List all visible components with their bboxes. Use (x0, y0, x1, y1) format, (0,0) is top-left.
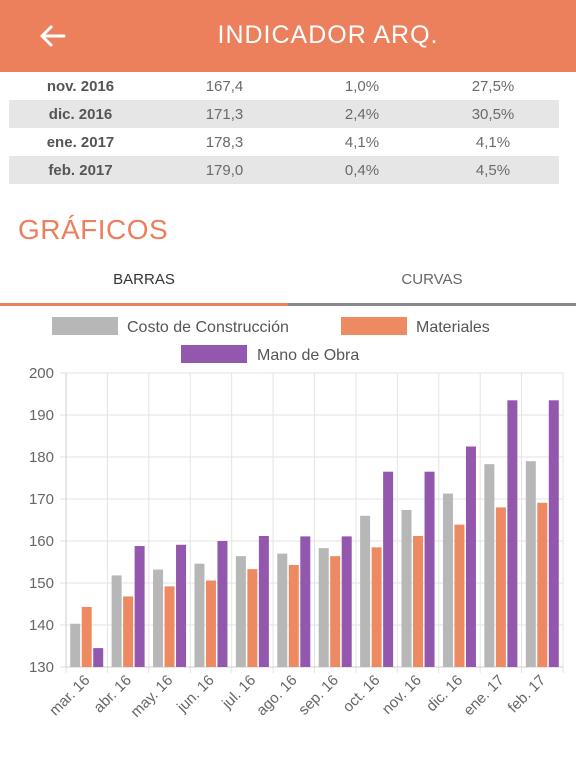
bar (548, 400, 559, 667)
bar (371, 547, 382, 667)
table-cell-yearly-change: 30,5% (471, 105, 515, 123)
table-cell-yearly-change: 27,5% (471, 77, 515, 95)
bar (288, 564, 299, 667)
legend-label: Costo de Construcción (127, 319, 289, 336)
bar (442, 493, 453, 667)
bar (123, 596, 134, 667)
bar (360, 515, 371, 667)
bar (300, 536, 311, 667)
bar (111, 575, 122, 667)
y-tick-label: 160 (29, 533, 54, 550)
bar (194, 563, 205, 667)
table-cell-month: feb. 2017 (48, 161, 113, 179)
legend-label: Mano de Obra (257, 347, 359, 364)
bar (401, 509, 412, 667)
table-cell-monthly-change: 4,1% (344, 133, 380, 151)
bar (507, 400, 518, 667)
y-tick-label: 150 (29, 575, 54, 592)
arrow-left-icon (40, 25, 66, 47)
table-cell-yearly-change: 4,5% (475, 161, 511, 179)
x-tick-label: mar. 16 (46, 672, 93, 719)
bar (258, 535, 269, 667)
table-cell-index: 179,0 (205, 161, 244, 179)
bar (277, 553, 288, 667)
bar (383, 471, 394, 667)
bar (525, 461, 536, 667)
index-table: nov. 2016 167,4 1,0% 27,5% dic. 2016 171… (9, 72, 559, 184)
bar (70, 623, 81, 667)
bar (164, 586, 175, 667)
bar (134, 546, 145, 667)
bar (537, 502, 548, 667)
section-title: GRÁFICOS (18, 214, 169, 245)
table-cell-month: ene. 2017 (46, 133, 115, 151)
x-tick-label: may. 16 (127, 672, 176, 721)
back-button[interactable] (30, 16, 74, 56)
bar (153, 569, 164, 667)
table-row: feb. 2017 179,0 0,4% 4,5% (9, 156, 559, 184)
table-row: ene. 2017 178,3 4,1% 4,1% (9, 128, 559, 156)
table-cell-yearly-change: 4,1% (475, 133, 511, 151)
bar (247, 569, 258, 667)
bar (81, 606, 92, 667)
legend-swatch (341, 317, 407, 335)
bar (93, 648, 104, 667)
y-tick-label: 180 (29, 449, 54, 466)
y-tick-label: 170 (29, 491, 54, 508)
bar (454, 524, 465, 667)
table-cell-month: dic. 2016 (48, 105, 113, 123)
legend-swatch (52, 317, 118, 335)
table-cell-index: 178,3 (205, 133, 244, 151)
bar (484, 464, 495, 667)
table-cell-monthly-change: 2,4% (344, 105, 380, 123)
bar (341, 536, 352, 667)
x-tick-label: jun. 16 (173, 672, 218, 717)
legend-label: Materiales (416, 319, 490, 336)
tab-barras[interactable]: BARRAS (0, 256, 288, 306)
table-cell-monthly-change: 0,4% (344, 161, 380, 179)
x-tick-label: dic. 16 (423, 672, 466, 715)
x-tick-label: ene. 17 (460, 672, 507, 719)
bar (495, 507, 506, 667)
bar (205, 580, 216, 667)
bar (235, 556, 246, 667)
table-row: nov. 2016 167,4 1,0% 27,5% (9, 72, 559, 100)
tab-curvas[interactable]: CURVAS (288, 256, 576, 306)
page-title: INDICADOR ARQ. (217, 21, 439, 49)
bar (465, 446, 476, 667)
table-cell-index: 167,4 (205, 77, 244, 95)
x-tick-label: ago. 16 (253, 672, 300, 719)
bar (413, 535, 424, 667)
chart-tabs: BARRAS CURVAS (0, 256, 576, 306)
y-tick-label: 130 (29, 659, 54, 676)
x-tick-label: nov. 16 (379, 672, 425, 718)
bar (217, 541, 228, 667)
app-bar: INDICADOR ARQ. (0, 0, 576, 72)
table-row: dic. 2016 171,3 2,4% 30,5% (9, 100, 559, 128)
bar (176, 544, 187, 667)
bar (424, 471, 435, 667)
bar (330, 556, 341, 667)
table-cell-monthly-change: 1,0% (344, 77, 380, 95)
y-tick-label: 200 (29, 365, 54, 382)
bar (318, 548, 329, 667)
x-tick-label: oct. 16 (340, 672, 384, 716)
legend-swatch (181, 345, 247, 363)
y-tick-label: 140 (29, 617, 54, 634)
x-tick-label: feb. 17 (505, 672, 549, 716)
y-tick-label: 190 (29, 407, 54, 424)
x-tick-label: sep. 16 (295, 672, 342, 719)
table-cell-month: nov. 2016 (46, 77, 115, 95)
table-cell-index: 171,3 (205, 105, 244, 123)
